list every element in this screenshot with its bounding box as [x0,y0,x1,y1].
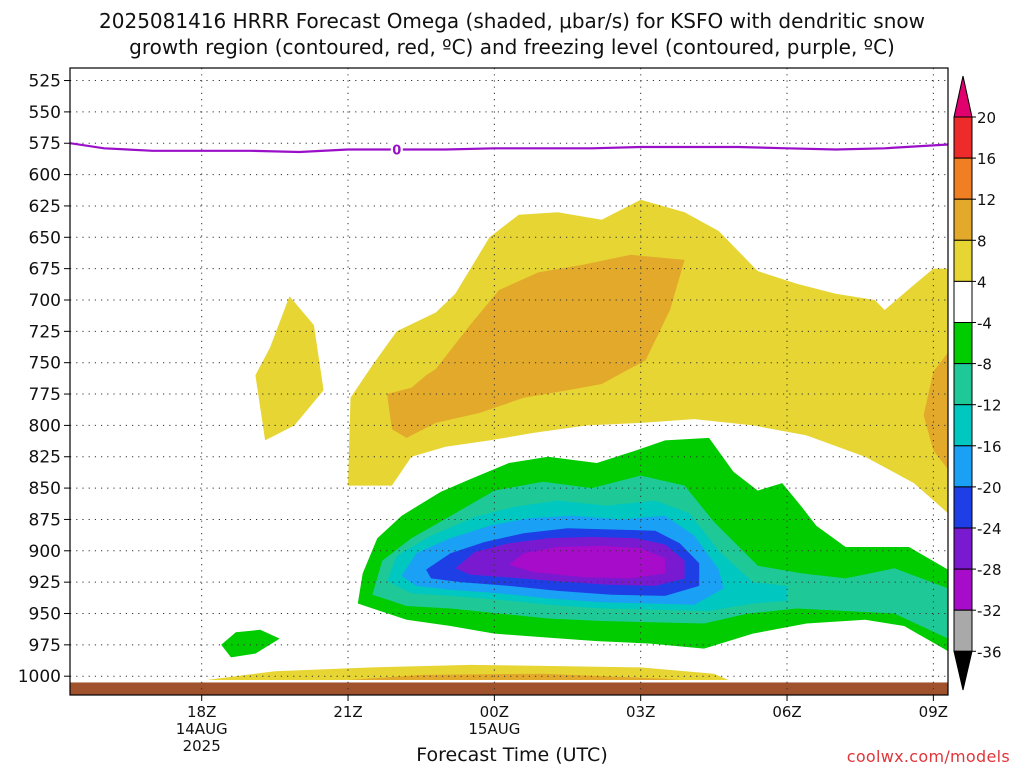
colorbar-swatch-11 [953,568,973,611]
y-tick-label-900: 900 [29,542,61,562]
colorbar-swatch-10 [953,527,973,570]
y-tick-label-775: 775 [29,385,61,405]
y-tick-label-550: 550 [29,103,61,123]
x-tick-label-21-0: 21Z [333,703,362,721]
y-tick-label-800: 800 [29,416,61,436]
colorbar-label-5: -4 [977,315,992,333]
y-tick-label-600: 600 [29,166,61,186]
y-tick-label-575: 575 [29,134,61,154]
x-tick-label-18-0: 18Z [187,703,216,721]
x-tick-label-24-0: 00Z [480,703,509,721]
colorbar-swatch-0 [953,116,973,159]
x-tick-label-30-0: 06Z [772,703,801,721]
surface-band [70,682,948,695]
x-tick-label-18-2: 2025 [183,737,221,755]
colorbar-label-13: -36 [977,643,1002,661]
colorbar-label-0: 20 [977,109,996,127]
colorbar-swatch-1 [953,157,973,200]
colorbar-label-11: -28 [977,561,1002,579]
colorbar-top-arrow [953,75,973,118]
y-tick-label-950: 950 [29,604,61,624]
y-tick-label-750: 750 [29,354,61,374]
colorbar-label-9: -20 [977,479,1002,497]
freezing-level-line [70,142,948,154]
freezing-level-label: 0 [392,144,401,159]
colorbar-label-7: -12 [977,397,1002,415]
y-tick-label-925: 925 [29,573,61,593]
plot-frame [69,67,949,696]
colorbar-label-8: -16 [977,438,1002,456]
x-axis-title: Forecast Time (UTC) [416,744,608,766]
colorbar-bottom-arrow [953,650,973,691]
omega-region-0-1 [348,199,948,514]
colorbar-swatch-8 [953,445,973,488]
freezing-level-label-bg [390,141,403,158]
colorbar-label-1: 16 [977,150,996,168]
colorbar-swatch-3 [953,239,973,282]
omega-region-0-0 [255,296,324,441]
colorbar-swatch-12 [953,609,973,652]
chart-title: 2025081416 HRRR Forecast Omega (shaded, … [0,8,1024,60]
y-tick-label-650: 650 [29,228,61,248]
y-tick-label-675: 675 [29,260,61,280]
colorbar-swatch-6 [953,363,973,406]
y-tick-label-625: 625 [29,197,61,217]
y-tick-label-975: 975 [29,636,61,656]
y-tick-label-875: 875 [29,510,61,530]
colorbar-swatch-2 [953,198,973,241]
y-tick-label-850: 850 [29,479,61,499]
colorbar-label-2: 12 [977,191,996,209]
colorbar-label-3: 8 [977,232,987,250]
x-tick-label-18-1: 14AUG [176,720,228,738]
x-tick-label-33-0: 09Z [919,703,948,721]
chart-title-line-1: 2025081416 HRRR Forecast Omega (shaded, … [99,9,925,33]
credit-link[interactable]: coolwx.com/models [846,747,1010,766]
x-tick-label-24-1: 15AUG [468,720,520,738]
omega-region-1-2 [348,673,680,680]
chart-title-line-2: growth region (contoured, red, ºC) and f… [129,35,895,59]
omega-region-1-0 [387,254,685,438]
colorbar-label-4: 4 [977,273,987,291]
omega-region-2-1 [221,629,280,658]
colorbar-swatch-7 [953,404,973,447]
y-tick-label-525: 525 [29,72,61,92]
x-tick-label-27-0: 03Z [626,703,655,721]
omega-region-1-1 [923,352,948,470]
colorbar-swatch-9 [953,486,973,529]
y-tick-label-825: 825 [29,448,61,468]
colorbar-swatch-5 [953,322,973,365]
y-tick-label-1000: 1000 [18,667,61,687]
colorbar-label-12: -32 [977,602,1002,620]
omega-region-8-0 [509,545,666,579]
colorbar-label-6: -8 [977,356,992,374]
colorbar-swatch-4 [953,280,973,323]
y-tick-label-725: 725 [29,322,61,342]
colorbar-label-10: -24 [977,520,1002,538]
y-tick-label-700: 700 [29,291,61,311]
